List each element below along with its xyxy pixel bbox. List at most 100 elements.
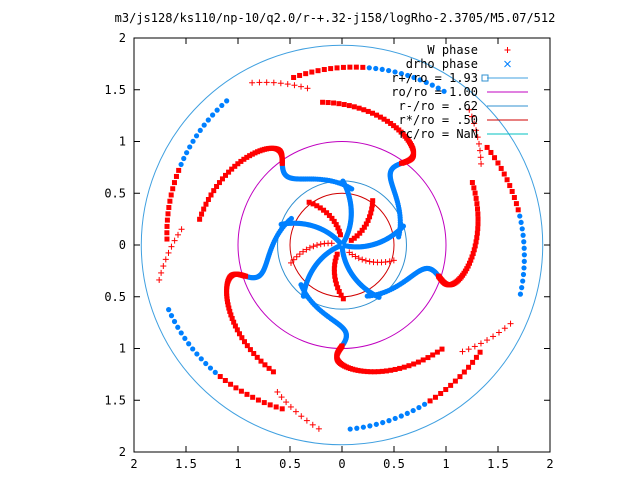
data-point (321, 207, 327, 213)
data-point (324, 210, 330, 216)
data-point (477, 349, 483, 355)
data-point (411, 74, 417, 81)
legend-label: rc/ro = NaN (399, 127, 478, 141)
data-point (226, 169, 232, 175)
data-point (477, 154, 484, 161)
data-point (373, 65, 379, 72)
data-point (329, 215, 335, 221)
data-point (484, 144, 490, 150)
data-point (232, 323, 238, 329)
data-point (315, 68, 321, 74)
data-point (521, 258, 527, 264)
x-tick-label: 1 (234, 457, 241, 471)
data-point (441, 88, 447, 94)
data-point (359, 227, 365, 233)
data-point (501, 171, 507, 177)
data-point (222, 378, 228, 384)
data-point (359, 256, 366, 263)
data-point (216, 180, 222, 186)
data-point (520, 232, 526, 238)
data-point (283, 399, 290, 406)
data-point (296, 251, 303, 258)
data-point (353, 64, 359, 70)
data-point (304, 85, 311, 92)
data-point (363, 221, 369, 227)
legend-marker (504, 47, 511, 53)
data-point (370, 110, 376, 116)
data-point (207, 365, 214, 371)
data-point (346, 103, 352, 109)
data-point (370, 198, 376, 204)
data-point (361, 107, 367, 113)
data-point (513, 201, 519, 207)
data-point (351, 104, 357, 110)
data-point (235, 161, 241, 167)
data-point (404, 410, 410, 417)
data-point (201, 122, 207, 128)
data-point (520, 271, 527, 278)
data-point (331, 269, 337, 275)
data-point (284, 81, 291, 88)
data-point (405, 72, 411, 79)
data-point (521, 245, 527, 251)
plot-frame (133, 37, 551, 453)
data-point (473, 239, 479, 245)
data-point (477, 340, 484, 347)
data-point (519, 285, 525, 291)
data-point (360, 64, 366, 70)
data-point (214, 107, 220, 113)
data-point (490, 333, 497, 340)
data-point (203, 201, 209, 207)
data-point (208, 192, 214, 198)
data-point (468, 257, 474, 263)
data-point (364, 369, 370, 375)
data-point (360, 424, 366, 430)
data-point (457, 374, 463, 380)
data-point (379, 66, 385, 73)
data-point (367, 214, 373, 220)
data-point (178, 226, 185, 233)
data-point (380, 419, 386, 426)
data-point (186, 341, 192, 347)
reference-circle (140, 44, 544, 446)
data-point (224, 98, 230, 104)
data-point (297, 72, 303, 78)
data-point (398, 413, 404, 419)
data-point (225, 302, 231, 308)
data-point (383, 368, 389, 374)
data-point (197, 216, 203, 222)
data-point (474, 230, 480, 236)
data-point (300, 248, 307, 255)
data-point (466, 364, 472, 370)
data-point (320, 99, 326, 105)
data-point (488, 149, 494, 155)
data-point (244, 391, 250, 397)
data-point (519, 226, 525, 232)
data-point (391, 123, 397, 129)
data-point (166, 205, 172, 211)
data-point (430, 352, 436, 358)
data-point (406, 363, 412, 369)
data-point (335, 225, 341, 231)
data-point (250, 394, 256, 400)
data-point (354, 233, 360, 239)
data-point (194, 351, 200, 357)
y-tick-label: 0 (119, 238, 126, 252)
data-point (332, 273, 338, 279)
data-point (401, 364, 407, 370)
reference-circle (237, 141, 447, 349)
data-point (291, 82, 298, 89)
data-point (415, 359, 421, 365)
legend-label: ro/ro = 1.00 (391, 85, 478, 99)
data-point (511, 195, 517, 201)
x-tick-label: 2 (546, 457, 553, 471)
data-point (515, 207, 521, 213)
data-point (331, 266, 337, 272)
data-point (336, 101, 342, 107)
data-point (475, 216, 481, 222)
data-point (427, 398, 433, 404)
data-point (448, 382, 454, 388)
data-point (333, 281, 339, 287)
data-point (381, 116, 387, 122)
